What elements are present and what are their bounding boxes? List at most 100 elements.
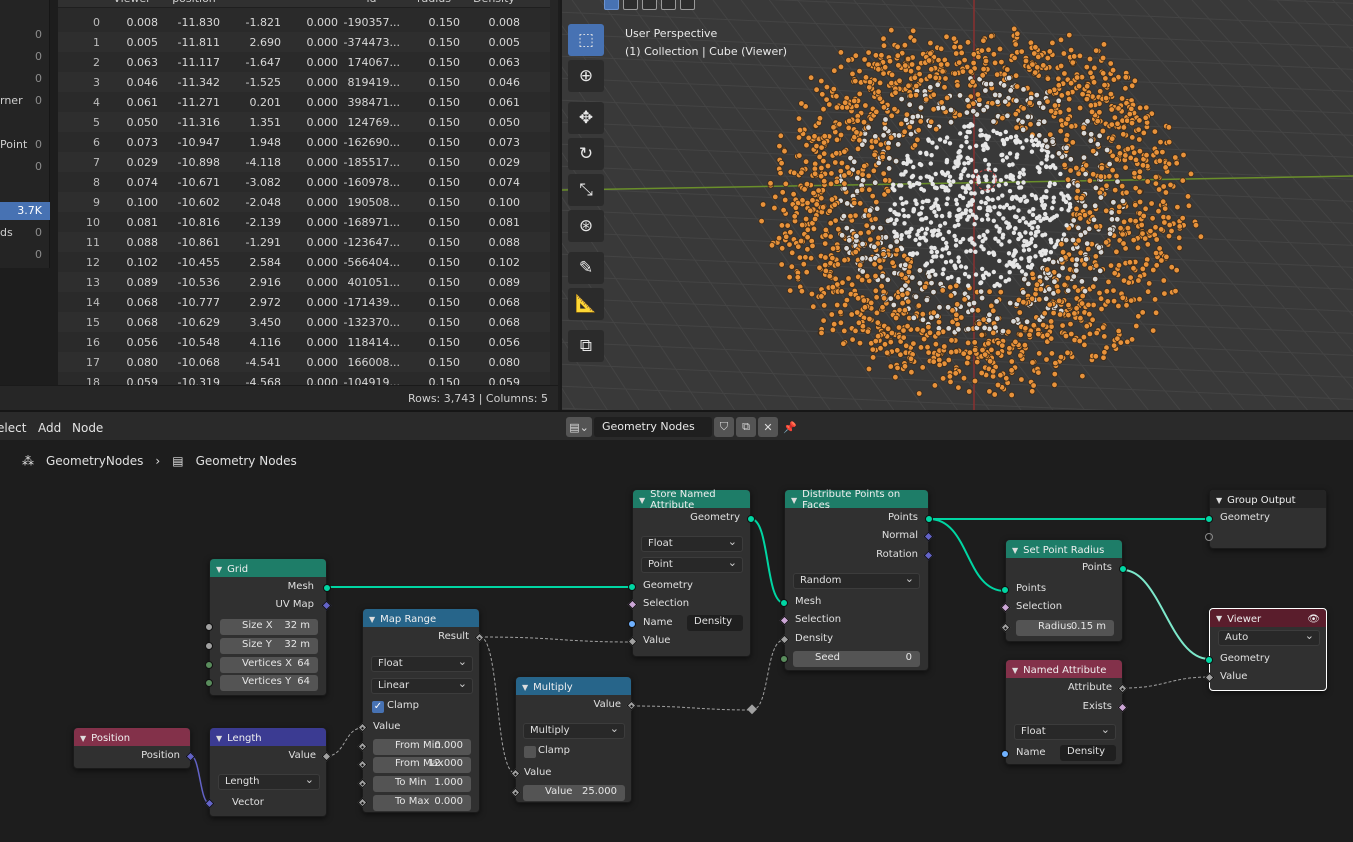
fake-user-shield-icon[interactable]: ⛉ [714, 417, 734, 437]
seed-socket[interactable] [780, 655, 788, 663]
multiply-node[interactable]: ▼Multiply Value Multiply Clamp Value Val… [510, 676, 637, 803]
distribute-points-socket[interactable] [925, 515, 933, 523]
vertices-x-field[interactable]: Vertices X 64 [220, 657, 318, 673]
multiply-node-header[interactable]: ▼ Multiply [516, 677, 631, 695]
collapse-chevron-icon[interactable]: ▼ [522, 682, 529, 692]
position-node[interactable]: ▼ Position Position [73, 727, 196, 769]
viewer-node-header[interactable]: ▼ Viewer 👁 [1210, 609, 1326, 627]
store-named-attribute-node[interactable]: ▼Store Named Attribute Geometry Float Po… [627, 489, 755, 657]
dataset-item[interactable]: ds 0 [0, 224, 50, 242]
size-x-socket[interactable] [205, 623, 213, 631]
viewer-node[interactable]: ▼Viewer👁 Auto Geometry Value [1204, 608, 1327, 691]
collapse-chevron-icon[interactable]: ▼ [791, 495, 798, 505]
collapse-chevron-icon[interactable]: ▼ [80, 733, 87, 743]
column-header[interactable]: position [168, 0, 220, 5]
named-attribute-node[interactable]: ▼ Named Attribute Attribute Exists Float … [1001, 659, 1128, 765]
multiply-clamp-checkbox[interactable] [524, 746, 536, 758]
collapse-chevron-icon[interactable]: ▼ [1012, 665, 1019, 675]
to-min-field[interactable]: To Min 1.000 [373, 776, 471, 792]
radius-field[interactable]: Radius 0.15 m [1016, 620, 1114, 636]
distribute-method-dropdown[interactable]: Random [793, 572, 920, 589]
group-output-node-header[interactable]: ▼ Group Output [1210, 490, 1326, 508]
node-editor-canvas[interactable]: ⁂ GeometryNodes › ▤ Geometry Nodes ▼ Grid… [0, 440, 1353, 842]
set-radius-node-header[interactable]: ▼ Set Point Radius [1006, 540, 1122, 558]
named-attribute-name-field[interactable]: Density [1060, 745, 1116, 761]
duplicate-icon[interactable]: ⧉ [736, 417, 756, 437]
measure-tool[interactable]: 📐 [568, 288, 604, 320]
collapse-chevron-icon[interactable]: ▼ [639, 495, 646, 505]
store-type-dropdown[interactable]: Float [641, 535, 743, 552]
group-output-empty-socket[interactable] [1205, 533, 1213, 541]
3d-viewport[interactable]: ⬚ ⊕ ✥ ↻ ⤡ ⊛ ✎ 📐 ⧉ User Perspective (1) Collectio… [560, 0, 1353, 410]
from-min-field[interactable]: From Min 0.000 [373, 739, 471, 755]
collapse-chevron-icon[interactable]: ▼ [1216, 613, 1223, 623]
select-subtract-icon[interactable] [642, 0, 657, 10]
set-point-radius-node[interactable]: ▼ Set Point Radius Points Points Selectio… [1000, 539, 1127, 642]
set-radius-in-socket[interactable] [1001, 586, 1009, 594]
map-range-interpolation-dropdown[interactable]: Linear [371, 677, 473, 694]
dataset-item[interactable]: rner 0 [0, 92, 50, 110]
named-attribute-name-socket[interactable] [1001, 750, 1009, 758]
size-y-field[interactable]: Size Y 32 m [220, 638, 318, 654]
dataset-item[interactable]: 0 [0, 70, 50, 88]
add-cube-tool[interactable]: ⧉ [568, 330, 604, 362]
collapse-chevron-icon[interactable]: ▼ [216, 564, 223, 574]
map-range-node[interactable]: ▼Map Range Result Float Linear ✓ Clamp V… [357, 608, 485, 813]
dataset-item[interactable] [0, 180, 50, 198]
dataset-item[interactable]: Point 0 [0, 136, 50, 154]
close-icon[interactable]: ✕ [758, 417, 778, 437]
select-extend-icon[interactable] [623, 0, 638, 10]
column-header[interactable]: Viewer [106, 0, 158, 5]
dataset-item[interactable]: 0 [0, 246, 50, 264]
group-output-node[interactable]: ▼ Group Output Geometry [1205, 489, 1327, 549]
node-tree-browse-icon[interactable]: ▤⌄ [566, 417, 592, 437]
eye-icon[interactable]: 👁 [1307, 613, 1320, 625]
viewer-domain-dropdown[interactable]: Auto [1218, 629, 1320, 646]
distribute-points-node[interactable]: ▼ Distribute Points on Faces Points Norma… [779, 489, 934, 671]
distribute-mesh-socket[interactable] [780, 599, 788, 607]
move-tool[interactable]: ✥ [568, 102, 604, 134]
collapse-chevron-icon[interactable]: ▼ [216, 733, 223, 743]
select-intersect-icon[interactable] [680, 0, 695, 10]
menu-select[interactable]: elect [0, 421, 27, 435]
select-new-icon[interactable] [604, 0, 619, 10]
store-name-field[interactable]: Density [687, 615, 743, 631]
math-operation-dropdown[interactable]: Multiply [523, 722, 625, 739]
node-tree-name-field[interactable]: Geometry Nodes [594, 417, 712, 437]
grid-mesh-socket[interactable] [323, 584, 331, 592]
named-attribute-type-dropdown[interactable]: Float [1014, 723, 1116, 740]
store-geometry-in-socket[interactable] [628, 583, 636, 591]
size-x-field[interactable]: Size X 32 m [220, 619, 318, 635]
store-name-socket[interactable] [628, 620, 636, 628]
spreadsheet-scrollbar[interactable] [550, 0, 558, 385]
named-attribute-node-header[interactable]: ▼ Named Attribute [1006, 660, 1122, 678]
group-output-geometry-socket[interactable] [1205, 515, 1213, 523]
vertices-y-socket[interactable] [205, 679, 213, 687]
breadcrumb-tree[interactable]: Geometry Nodes [195, 454, 297, 468]
viewer-geometry-socket[interactable] [1205, 656, 1213, 664]
column-header[interactable]: radius [408, 0, 460, 5]
viewport-scene[interactable] [562, 0, 1353, 410]
length-operation-dropdown[interactable]: Length [218, 773, 320, 790]
dataset-item[interactable]: 0 [0, 26, 50, 44]
select-box-tool[interactable]: ⬚ [568, 24, 604, 56]
set-radius-out-socket[interactable] [1119, 565, 1127, 573]
from-max-field[interactable]: From Max 12.000 [373, 757, 471, 773]
pin-icon[interactable]: 📌 [783, 420, 797, 434]
collapse-chevron-icon[interactable]: ▼ [1012, 545, 1019, 555]
menu-add[interactable]: Add [38, 421, 62, 435]
seed-field[interactable]: Seed 0 [793, 651, 920, 667]
multiply-value-field[interactable]: Value 25.000 [523, 785, 625, 801]
dataset-item[interactable]: 3.7K [0, 202, 50, 220]
dataset-item[interactable] [0, 114, 50, 132]
collapse-chevron-icon[interactable]: ▼ [1216, 495, 1223, 505]
column-header[interactable]: Density [468, 0, 520, 5]
select-invert-icon[interactable] [661, 0, 676, 10]
collapse-chevron-icon[interactable]: ▼ [369, 614, 376, 624]
grid-node-header[interactable]: ▼ Grid [210, 559, 326, 577]
store-geometry-out-socket[interactable] [747, 515, 755, 523]
map-range-clamp-checkbox[interactable]: ✓ [372, 701, 384, 713]
menu-node[interactable]: Node [72, 421, 104, 435]
vertices-x-socket[interactable] [205, 661, 213, 669]
length-node[interactable]: ▼Length Value Length Vector [204, 727, 332, 817]
